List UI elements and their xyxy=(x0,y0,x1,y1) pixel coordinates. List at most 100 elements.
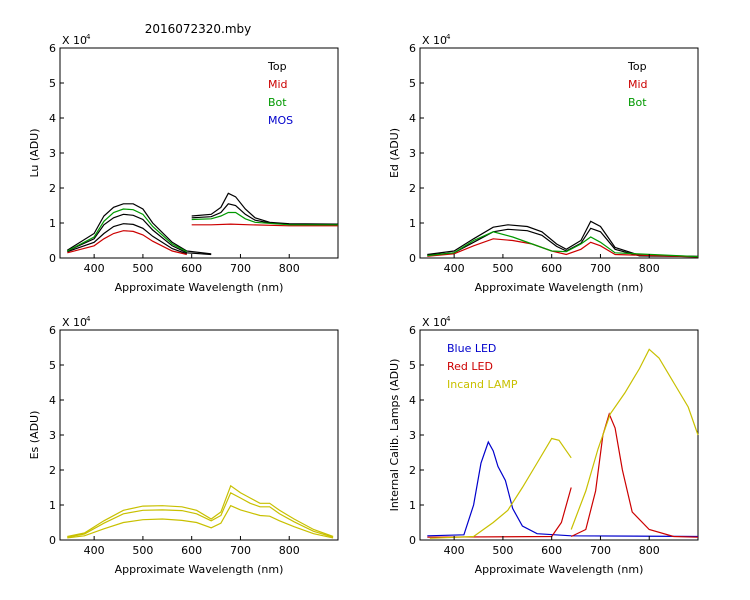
lu-series-mid-7 xyxy=(191,223,338,227)
lu-series-top-2 xyxy=(67,223,188,255)
es-series-es-1 xyxy=(67,491,334,538)
lu-series-top-6 xyxy=(191,203,339,226)
calib-xtick-label: 700 xyxy=(590,544,611,557)
ed-ytick-label: 1 xyxy=(409,217,416,230)
lu-xtick-label: 600 xyxy=(181,262,202,275)
es-ytick-label: 0 xyxy=(49,534,56,547)
lu-legend-mid: Mid xyxy=(268,78,288,91)
es-ytick-label: 2 xyxy=(49,464,56,477)
ed-ytick-label: 2 xyxy=(409,182,416,195)
ed-series-bot-3 xyxy=(427,231,699,258)
ed-ytick-label: 5 xyxy=(409,77,416,90)
ed-y-axis-label: Ed (ADU) xyxy=(388,128,401,178)
calib-x-axis-label: Approximate Wavelength (nm) xyxy=(475,563,644,576)
ed-xtick-label: 600 xyxy=(541,262,562,275)
figure-title: 2016072320.mby xyxy=(145,22,252,36)
calib-legend-red-led: Red LED xyxy=(447,360,493,373)
lu-series-bot-4 xyxy=(67,208,188,253)
calib-xtick-label: 500 xyxy=(492,544,513,557)
calib-ytick-label: 4 xyxy=(409,394,416,407)
calib-series-incand-lamp-3 xyxy=(429,437,572,539)
calib-ytick-label: 6 xyxy=(409,324,416,337)
calib-scale-label: X 10 xyxy=(422,316,447,329)
ed-scale-label: X 10 xyxy=(422,34,447,47)
lu-scale-label: X 10 xyxy=(62,34,87,47)
ed-xtick-label: 400 xyxy=(444,262,465,275)
ed-series-top-1 xyxy=(427,227,699,258)
ed-ytick-label: 0 xyxy=(409,252,416,265)
lu-legend-mos: MOS xyxy=(268,114,293,127)
es-scale-label: X 10 xyxy=(62,316,87,329)
es-ytick-label: 1 xyxy=(49,499,56,512)
ed-legend-top: Top xyxy=(627,60,647,73)
es-xtick-label: 800 xyxy=(279,544,300,557)
calib-ytick-label: 0 xyxy=(409,534,416,547)
ed-legend-bot: Bot xyxy=(628,96,647,109)
es-ytick-label: 5 xyxy=(49,359,56,372)
lu-series-mid-3 xyxy=(67,230,187,256)
lu-ytick-label: 5 xyxy=(49,77,56,90)
lu-series-top-5 xyxy=(191,192,339,225)
lu-x-axis-label: Approximate Wavelength (nm) xyxy=(115,281,284,294)
lu-legend-top: Top xyxy=(267,60,287,73)
lu-ytick-label: 4 xyxy=(49,112,56,125)
lu-scale-exponent: 4 xyxy=(86,33,91,41)
lu-ytick-label: 3 xyxy=(49,147,56,160)
calib-ytick-label: 5 xyxy=(409,359,416,372)
calib-y-axis-label: Internal Calib. Lamps (ADU) xyxy=(388,359,401,512)
lu-xtick-label: 800 xyxy=(279,262,300,275)
lu-series-top-1 xyxy=(67,213,212,256)
calib-ytick-label: 2 xyxy=(409,464,416,477)
lu-xtick-label: 700 xyxy=(230,262,251,275)
ed-xtick-label: 500 xyxy=(492,262,513,275)
es-ytick-label: 4 xyxy=(49,394,56,407)
es-ytick-label: 3 xyxy=(49,429,56,442)
ed-scale-exponent: 4 xyxy=(446,33,451,41)
lu-plot-frame xyxy=(59,47,339,259)
ed-ytick-label: 4 xyxy=(409,112,416,125)
es-ytick-label: 6 xyxy=(49,324,56,337)
calib-ytick-label: 1 xyxy=(409,499,416,512)
calib-series-blue-led-0 xyxy=(427,440,699,538)
es-plot-frame xyxy=(59,329,339,541)
calib-legend-blue-led: Blue LED xyxy=(447,342,496,355)
es-series-es-2 xyxy=(67,504,334,539)
es-series-es-0 xyxy=(67,484,334,538)
calib-xtick-label: 400 xyxy=(444,544,465,557)
ed-x-axis-label: Approximate Wavelength (nm) xyxy=(475,281,644,294)
es-xtick-label: 600 xyxy=(181,544,202,557)
lu-ytick-label: 2 xyxy=(49,182,56,195)
ed-plot-frame xyxy=(419,47,699,259)
lu-legend-bot: Bot xyxy=(268,96,287,109)
es-xtick-label: 400 xyxy=(84,544,105,557)
ed-xtick-label: 800 xyxy=(639,262,660,275)
es-xtick-label: 500 xyxy=(132,544,153,557)
lu-ytick-label: 0 xyxy=(49,252,56,265)
lu-xtick-label: 400 xyxy=(84,262,105,275)
calib-scale-exponent: 4 xyxy=(446,315,451,323)
calib-series-incand-lamp-4 xyxy=(570,348,699,530)
calib-series-red-led-1 xyxy=(427,487,572,538)
ed-xtick-label: 700 xyxy=(590,262,611,275)
es-x-axis-label: Approximate Wavelength (nm) xyxy=(115,563,284,576)
es-y-axis-label: Es (ADU) xyxy=(28,411,41,460)
es-xtick-label: 700 xyxy=(230,544,251,557)
calib-xtick-label: 600 xyxy=(541,544,562,557)
calib-legend-incand-lamp: Incand LAMP xyxy=(447,378,518,391)
lu-ytick-label: 1 xyxy=(49,217,56,230)
lu-y-axis-label: Lu (ADU) xyxy=(28,128,41,177)
ed-ytick-label: 6 xyxy=(409,42,416,55)
lu-series-top-0 xyxy=(66,203,212,255)
lu-series-bot-8 xyxy=(191,211,338,226)
ed-series-top-0 xyxy=(427,220,699,257)
ed-legend-mid: Mid xyxy=(628,78,648,91)
lu-ytick-label: 6 xyxy=(49,42,56,55)
calib-series-red-led-2 xyxy=(570,412,699,538)
calib-ytick-label: 3 xyxy=(409,429,416,442)
calib-xtick-label: 800 xyxy=(639,544,660,557)
es-scale-exponent: 4 xyxy=(86,315,91,323)
ed-ytick-label: 3 xyxy=(409,147,416,160)
